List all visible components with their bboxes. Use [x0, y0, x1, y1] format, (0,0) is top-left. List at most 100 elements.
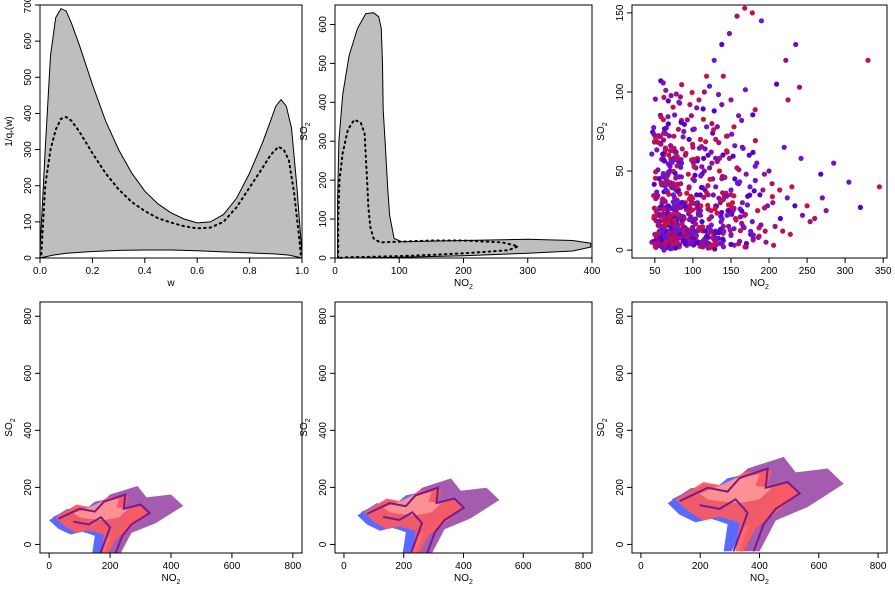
- scatter-point: [804, 203, 810, 209]
- y-tick-label: 0: [318, 255, 329, 261]
- x-tick-label: 400: [584, 266, 601, 277]
- scatter-point: [662, 233, 668, 239]
- median-contour-line: [679, 467, 802, 552]
- x-tick-label: 0: [46, 561, 52, 572]
- scatter-point: [719, 241, 725, 247]
- x-tick-label: 400: [751, 561, 768, 572]
- scatter-point: [780, 228, 786, 234]
- scatter-point: [696, 97, 702, 103]
- x-tick-label: 200: [102, 561, 119, 572]
- scatter-point: [712, 206, 718, 212]
- scatter-point: [784, 195, 790, 201]
- scatter-point: [659, 228, 665, 234]
- scatter-point: [658, 180, 664, 186]
- scatter-point: [769, 194, 776, 200]
- median-contour-line: [57, 493, 152, 553]
- scatter-point: [679, 199, 685, 205]
- y-tick-label: 100: [615, 83, 626, 100]
- scatter-point: [651, 213, 657, 219]
- scatter-point: [655, 193, 661, 199]
- scatter-point: [704, 190, 710, 196]
- scatter-point: [660, 117, 667, 123]
- scatter-point: [719, 173, 726, 179]
- x-tick-label: 200: [761, 266, 778, 277]
- scatter-point: [819, 195, 825, 201]
- scatter-point: [663, 187, 669, 193]
- scatter-point: [807, 219, 813, 225]
- scatter-point: [716, 168, 723, 174]
- x-axis-label: NO2: [454, 278, 473, 291]
- scatter-point: [731, 124, 737, 130]
- x-tick-label: 200: [395, 561, 412, 572]
- y-axis-label: SO2: [596, 418, 609, 436]
- scatter-point: [699, 164, 705, 170]
- scatter-point: [708, 208, 714, 214]
- scatter-point: [720, 73, 726, 79]
- y-axis-label-sub: 2: [305, 122, 312, 126]
- scatter-point: [728, 241, 734, 247]
- region-band: [337, 12, 592, 259]
- scatter-point: [724, 148, 730, 154]
- scatter-point: [691, 177, 698, 184]
- scatter-point: [652, 96, 659, 102]
- y-axis-label: SO2: [299, 418, 312, 436]
- scatter-point: [669, 212, 675, 218]
- scatter-point: [711, 57, 717, 63]
- scatter-point: [730, 153, 736, 159]
- y-tick-label: 50: [615, 165, 626, 177]
- scatter-point: [812, 215, 818, 222]
- scatter-point: [705, 202, 711, 208]
- scatter-point: [709, 242, 715, 249]
- scatter-point: [733, 217, 739, 223]
- scatter-point: [772, 223, 778, 229]
- scatter-point: [724, 133, 730, 139]
- scatter-point: [737, 179, 743, 185]
- inner-contour-line: [383, 511, 424, 553]
- scatter-point: [746, 152, 752, 158]
- y-tick-label: 200: [318, 171, 329, 188]
- y-axis-label-main: 1/q: [4, 133, 15, 147]
- scatter-point: [666, 152, 672, 158]
- scatter-point: [680, 238, 686, 244]
- scatter-point: [658, 244, 665, 250]
- plot-frame: [39, 4, 303, 259]
- y-tick-label: 200: [615, 479, 626, 496]
- scatter-point: [694, 240, 700, 246]
- scatter-point: [675, 227, 682, 233]
- scatter-point: [682, 203, 688, 209]
- scatter-point: [719, 41, 725, 48]
- y-tick-label: 300: [318, 132, 329, 149]
- scatter-point: [684, 117, 690, 123]
- scatter-point: [729, 204, 735, 210]
- scatter-point: [692, 172, 698, 178]
- scatter-point: [673, 207, 679, 213]
- x-tick-label: 600: [810, 561, 827, 572]
- scatter-point: [703, 233, 710, 240]
- y-axis-label-main: SO: [596, 126, 607, 141]
- scatter-point: [674, 197, 680, 203]
- scatter-point: [674, 211, 681, 217]
- scatter-point: [688, 214, 694, 220]
- scatter-point: [672, 217, 678, 223]
- scatter-point: [670, 241, 676, 247]
- scatter-point: [777, 187, 783, 193]
- scatter-point: [677, 94, 684, 100]
- scatter-point: [674, 155, 680, 162]
- scatter-point: [763, 239, 769, 245]
- y-tick-label: 500: [23, 69, 34, 86]
- scatter-point: [785, 97, 791, 103]
- y-tick-label: 200: [23, 177, 34, 194]
- confidence-band: [39, 7, 303, 259]
- scatter-point: [728, 97, 734, 103]
- region-pink: [383, 492, 442, 516]
- scatter-point: [726, 30, 733, 37]
- scatter-point: [714, 124, 720, 130]
- scatter-point: [711, 108, 717, 114]
- y-tick-label: 400: [318, 422, 329, 439]
- y-tick-label: 400: [318, 94, 329, 111]
- scatter-point: [787, 231, 793, 237]
- y-tick-label: 500: [318, 55, 329, 72]
- scatter-point: [751, 188, 757, 194]
- scatter-point: [661, 94, 667, 100]
